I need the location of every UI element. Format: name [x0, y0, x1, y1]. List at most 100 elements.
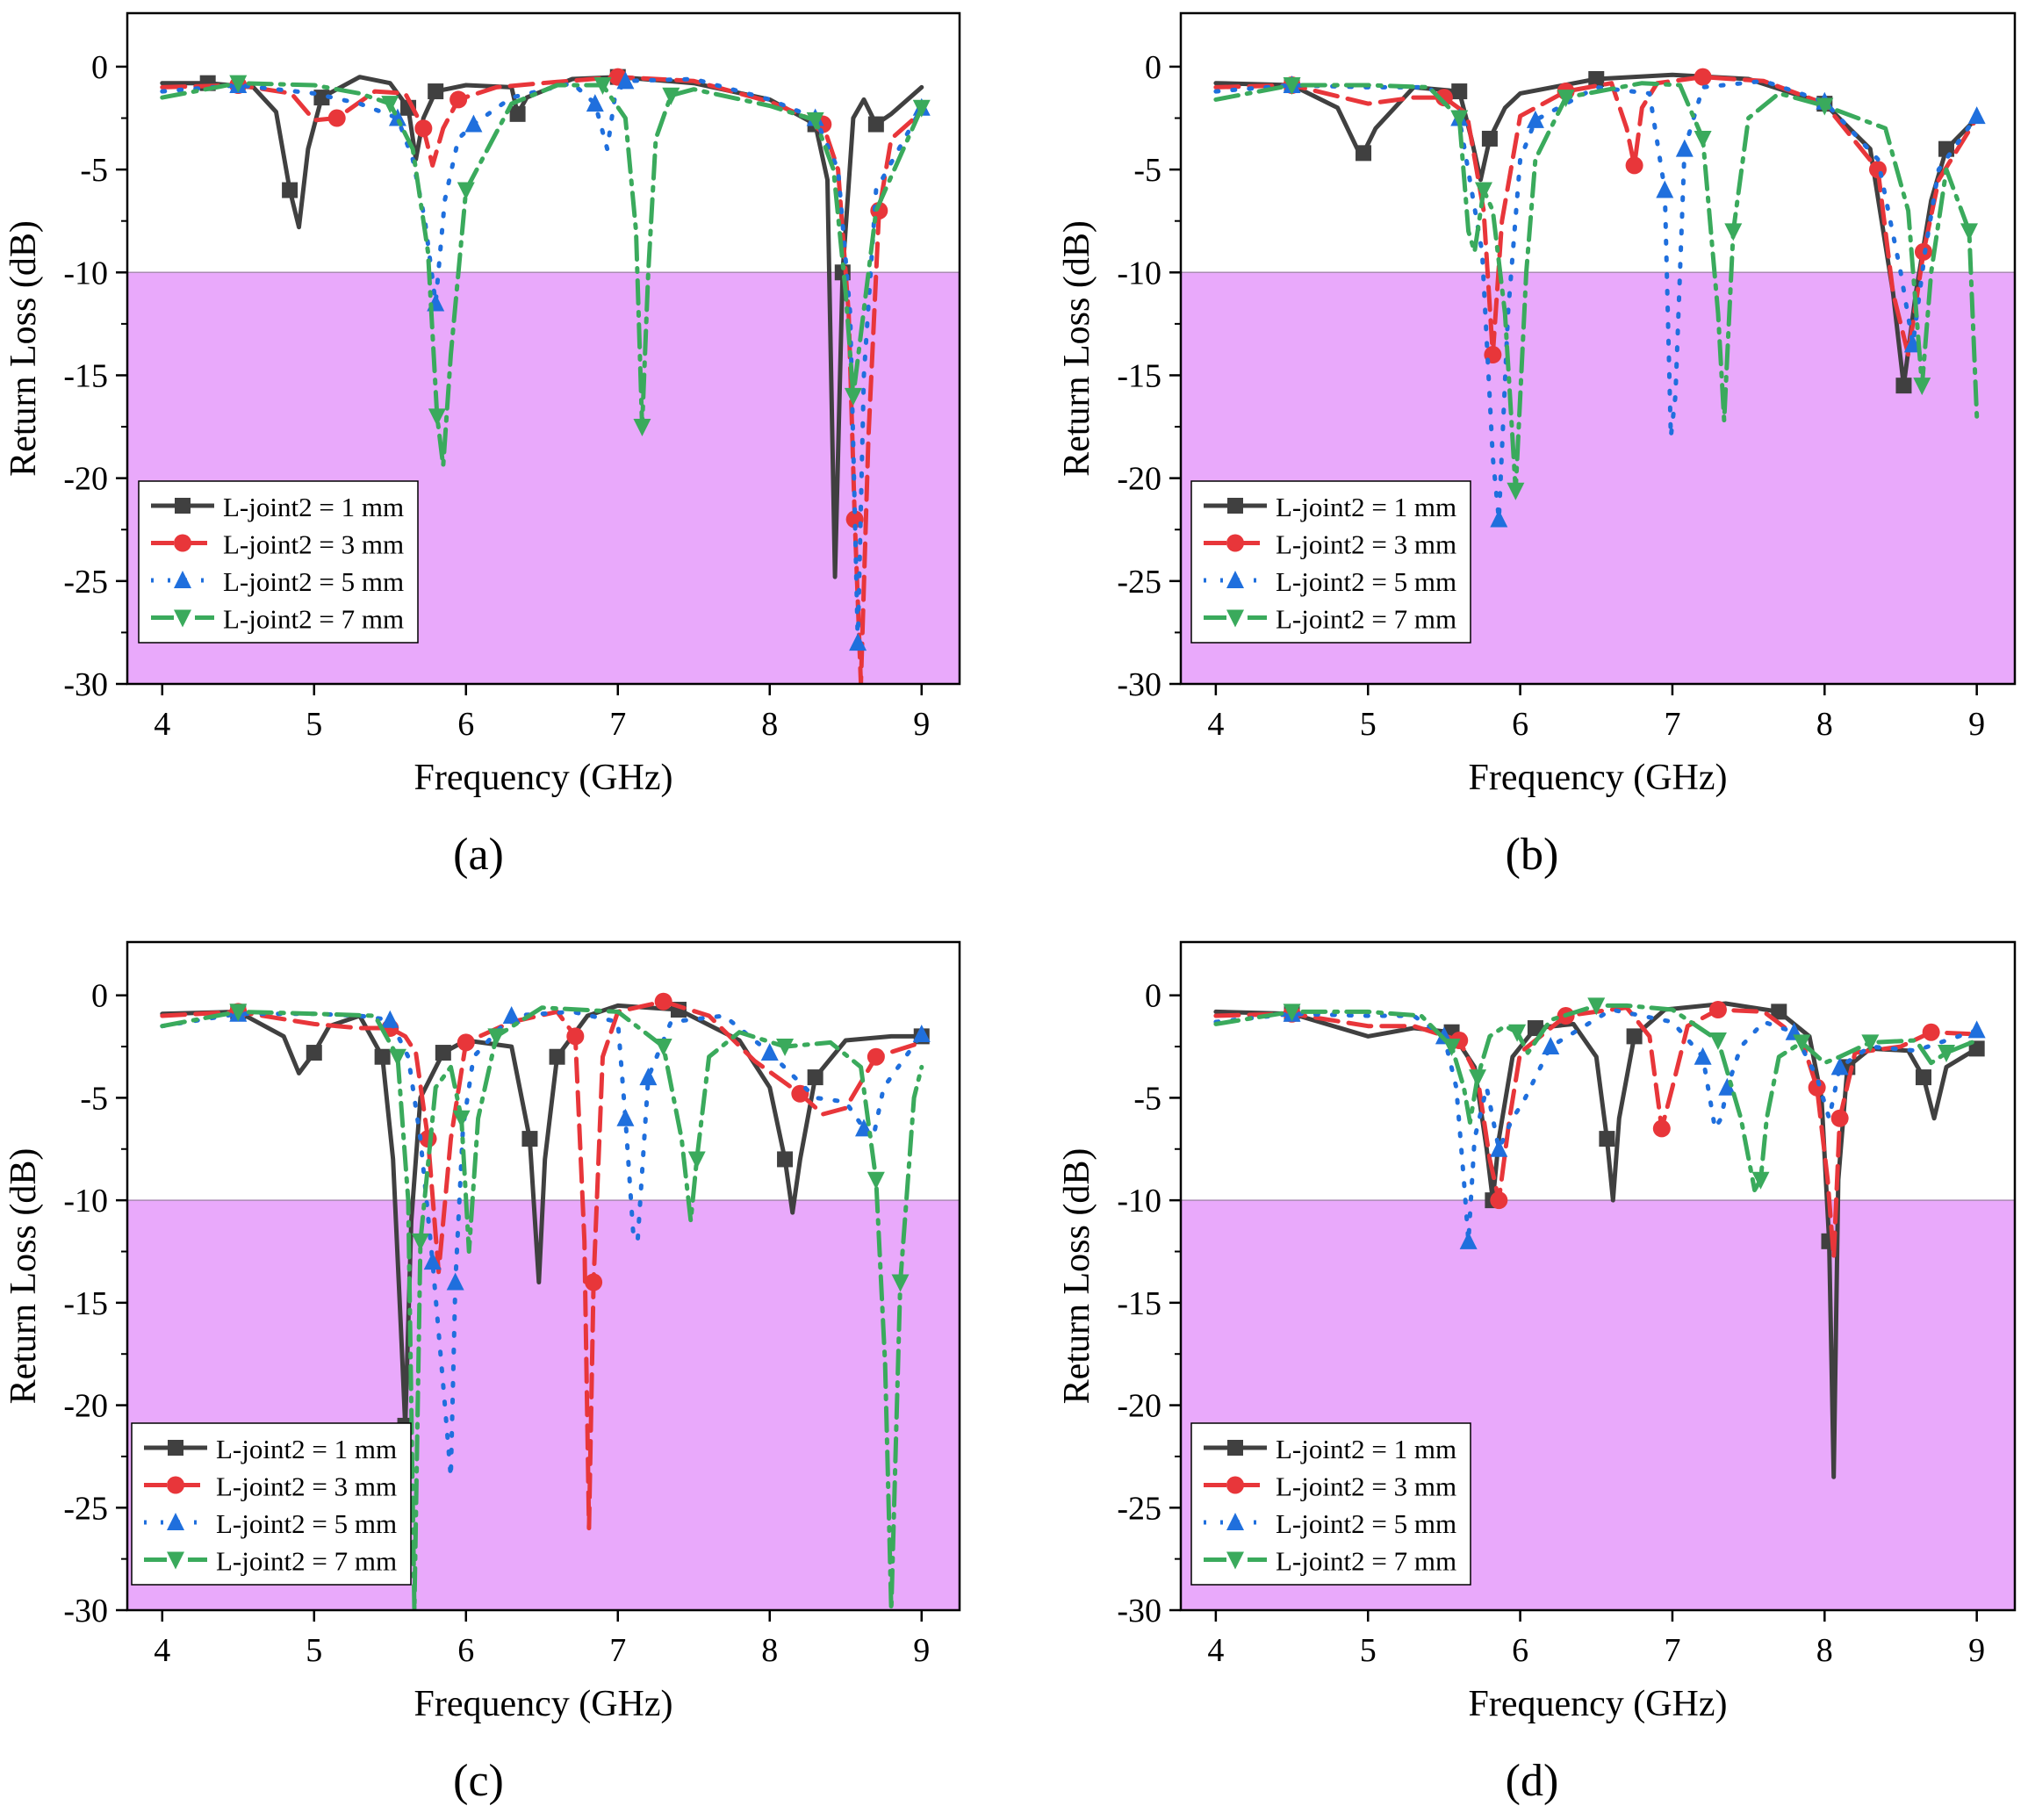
y-tick-label: -30	[1117, 666, 1161, 703]
series-marker-4	[844, 387, 862, 406]
plot-frame	[126, 940, 961, 1612]
legend-label-2: L-joint2 = 3 mm	[223, 529, 404, 560]
series-marker-4	[1283, 77, 1301, 96]
y-axis-label: Return Loss (dB)	[4, 220, 44, 477]
series-marker-2	[449, 90, 468, 109]
panel-label-a: (a)	[453, 830, 504, 880]
series-marker-2	[1922, 1023, 1940, 1041]
y-tick-label: -30	[1117, 1593, 1161, 1629]
legend-label-4: L-joint2 = 7 mm	[1276, 1546, 1456, 1577]
panel-b: 4 5 6 7 8 9 0 -5 -10 -15 -20 -25 -30 Frequency (GHz) R…	[1057, 11, 2017, 798]
legend-label-1: L-joint2 = 1 mm	[1276, 1434, 1456, 1464]
series-marker-3	[1967, 1020, 1986, 1039]
series-marker-2	[1868, 161, 1887, 179]
y-tick-label: -30	[63, 666, 108, 703]
legend-marker-4	[174, 609, 191, 628]
series-marker-3	[1459, 1231, 1478, 1249]
series-marker-3	[464, 114, 483, 133]
series-marker-4	[1724, 223, 1743, 241]
y-tick-label: 0	[91, 978, 108, 1015]
legend-label-3: L-joint2 = 5 mm	[1276, 566, 1456, 597]
legend-marker-4	[167, 1551, 184, 1570]
y-tick-label: -5	[1133, 1080, 1161, 1117]
y-axis-label: Return Loss (dB)	[1057, 1148, 1097, 1405]
series-marker-3	[616, 1108, 635, 1126]
series-marker-2	[414, 119, 433, 138]
panel-d: 4 5 6 7 8 9 0 -5 -10 -15 -20 -25 -30 Frequency (GHz) R…	[1057, 940, 2017, 1724]
x-tick-label: 5	[306, 1632, 322, 1669]
series-marker-1	[313, 90, 330, 106]
x-tick-label: 8	[761, 1632, 778, 1669]
series-marker-3	[381, 1010, 399, 1028]
x-tick-label: 9	[1968, 1632, 1985, 1669]
series-marker-4	[1474, 182, 1492, 200]
series-marker-2	[867, 1047, 885, 1066]
series-marker-1	[1915, 1069, 1931, 1086]
series-marker-4	[428, 408, 446, 427]
legend-marker-2	[1226, 534, 1244, 552]
series-marker-1	[1356, 145, 1372, 162]
y-tick-label: -20	[63, 461, 108, 498]
series-marker-4	[1751, 1171, 1770, 1190]
series-marker-4	[1816, 97, 1834, 116]
panel-label-c: (c)	[453, 1756, 504, 1806]
legend-marker-2	[1226, 1476, 1244, 1494]
legend-label-2: L-joint2 = 3 mm	[1276, 529, 1456, 560]
legend-marker-3	[167, 1513, 184, 1530]
panel-a: 4 5 6 7 8 9 0 -5 -10 -15 -20 -25 -30 Frequency (GHz) R…	[4, 11, 961, 798]
plot-area	[1213, 997, 1986, 1479]
series-marker-3	[639, 1068, 658, 1086]
series-line-3	[1213, 1007, 1980, 1244]
series-marker-1	[282, 182, 298, 198]
y-tick-label: -5	[1133, 152, 1161, 189]
series-marker-1	[1588, 70, 1605, 87]
series-marker-2	[1694, 68, 1712, 86]
legend-marker-1	[175, 498, 191, 514]
y-tick-label: -10	[63, 1183, 108, 1219]
series-marker-3	[760, 1043, 779, 1061]
series-marker-3	[1526, 110, 1544, 128]
legend: L-joint2 = 1 mm L-joint2 = 3 mm L-joint2 =…	[1190, 1422, 1471, 1586]
panel-label-b: (b)	[1506, 830, 1559, 880]
x-tick-label: 5	[1360, 706, 1377, 743]
x-axis-label: Frequency (GHz)	[1468, 1684, 1727, 1724]
series-marker-1	[435, 1045, 451, 1061]
series-marker-1	[1895, 378, 1912, 394]
panel-c: 4 5 6 7 8 9 0 -5 -10 -15 -20 -25 -30 Frequency (GHz) R…	[4, 940, 961, 1724]
x-tick-label: 9	[913, 1632, 930, 1669]
plot-frame	[126, 11, 961, 686]
series-marker-4	[687, 1151, 706, 1169]
legend: L-joint2 = 1 mm L-joint2 = 3 mm L-joint2 =…	[1190, 480, 1471, 644]
series-marker-1	[306, 1045, 322, 1061]
series-marker-1	[1451, 83, 1468, 100]
series-marker-4	[1960, 223, 1978, 241]
series-marker-4	[1937, 1045, 1955, 1063]
y-tick-label: -30	[63, 1593, 108, 1629]
series-marker-1	[521, 1131, 538, 1147]
series-marker-4	[662, 87, 680, 105]
series-marker-4	[381, 96, 399, 114]
x-axis-label: Frequency (GHz)	[1468, 758, 1727, 798]
x-tick-label: 9	[1968, 706, 1985, 743]
y-tick-label: -25	[63, 1490, 108, 1527]
series-marker-1	[509, 105, 526, 122]
y-tick-label: -25	[1117, 564, 1161, 601]
y-tick-label: -15	[63, 1285, 108, 1322]
series-marker-3	[423, 1252, 442, 1270]
legend-marker-4	[1226, 609, 1244, 628]
legend-label-1: L-joint2 = 1 mm	[216, 1434, 397, 1464]
series-marker-2	[566, 1027, 585, 1046]
series-marker-3	[849, 633, 867, 651]
x-tick-label: 7	[1664, 706, 1680, 743]
x-tick-label: 4	[154, 706, 170, 743]
y-tick-label: -15	[1117, 357, 1161, 394]
legend-label-1: L-joint2 = 1 mm	[1276, 492, 1456, 522]
series-marker-4	[457, 182, 475, 200]
x-tick-label: 8	[1816, 1632, 1833, 1669]
series-marker-4	[388, 1048, 406, 1067]
legend-label-4: L-joint2 = 7 mm	[1276, 604, 1456, 635]
series-marker-1	[549, 1048, 565, 1065]
series-line-4	[1213, 1003, 1980, 1192]
series-line-4	[1213, 81, 1980, 493]
x-axis-label: Frequency (GHz)	[414, 758, 672, 798]
